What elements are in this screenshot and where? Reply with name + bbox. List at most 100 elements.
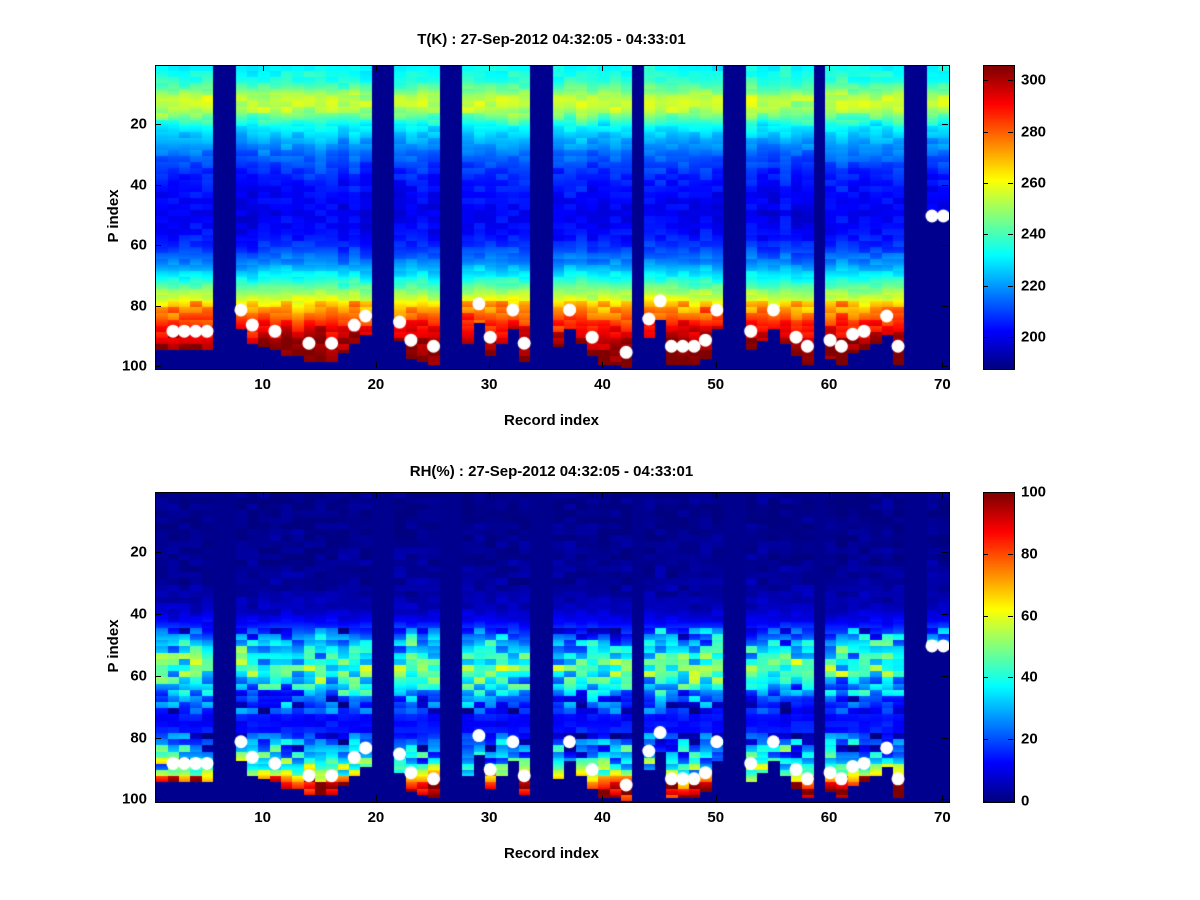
colorbar-tick-mark xyxy=(983,492,988,493)
xtick-mark xyxy=(375,492,377,498)
colorbar-tick-mark xyxy=(1008,183,1013,185)
ytick-mark xyxy=(155,799,161,801)
ytick-mark xyxy=(942,124,948,126)
xtick-mark xyxy=(942,65,944,71)
xtick-mark xyxy=(262,492,264,498)
ytick-mark xyxy=(155,245,161,247)
xtick-mark xyxy=(942,362,944,368)
xtick-label: 60 xyxy=(820,809,838,826)
xtick-label: 40 xyxy=(594,376,611,393)
xtick-mark xyxy=(602,362,604,368)
colorbar-tick-label: 20 xyxy=(1021,730,1038,748)
xtick-label: 70 xyxy=(933,809,951,826)
colorbar-tick-label: 40 xyxy=(1021,668,1038,686)
ytick-label: 80 xyxy=(130,297,147,315)
colorbar-tick-mark xyxy=(1008,285,1013,287)
ytick-mark xyxy=(155,737,161,739)
ytick-mark xyxy=(942,366,948,368)
colorbar-tick-label: 100 xyxy=(1021,483,1047,501)
xtick-mark xyxy=(489,65,491,71)
xtick-mark xyxy=(602,795,604,801)
ytick-label: 20 xyxy=(130,543,147,561)
ytick-label: 40 xyxy=(130,176,147,194)
ytick-mark xyxy=(942,184,948,186)
colorbar-tick-label: 200 xyxy=(1021,328,1047,346)
xtick-label: 10 xyxy=(254,809,271,826)
ytick-label: 60 xyxy=(130,236,147,254)
colorbar-tick-mark xyxy=(1008,234,1013,236)
colorbar-tick-label: 80 xyxy=(1021,545,1038,563)
xtick-mark xyxy=(829,65,831,71)
ytick-mark xyxy=(155,366,161,368)
xtick-mark xyxy=(262,362,264,368)
xtick-mark xyxy=(715,65,717,71)
xtick-mark xyxy=(829,795,831,801)
colorbar-tick-mark xyxy=(1008,615,1013,617)
xtick-mark xyxy=(715,795,717,801)
colorbar-tick-label: 280 xyxy=(1021,123,1047,141)
panel-temperature: T(K) : 27-Sep-2012 04:32:05 - 04:33:01 1… xyxy=(105,31,1047,429)
xtick-mark xyxy=(375,362,377,368)
ytick-label: 100 xyxy=(121,357,147,375)
colorbar-tick-label: 60 xyxy=(1021,607,1038,625)
xtick-label: 50 xyxy=(707,809,725,826)
ytick-mark xyxy=(942,675,948,677)
colorbar-relative-humidity xyxy=(983,492,1015,803)
colorbar-tick-mark xyxy=(1008,80,1013,82)
xtick-label: 10 xyxy=(254,376,271,393)
heatmap-axes-temperature xyxy=(155,65,950,370)
colorbar-tick-label: 220 xyxy=(1021,277,1047,295)
ytick-mark xyxy=(155,184,161,186)
colorbar-tick-mark xyxy=(1008,739,1013,741)
ytick-mark xyxy=(942,614,948,616)
xtick-label: 20 xyxy=(367,376,385,393)
ytick-mark xyxy=(155,614,161,616)
colorbar-tick-mark xyxy=(983,183,988,185)
xtick-label: 40 xyxy=(594,809,611,826)
ytick-mark xyxy=(942,305,948,307)
colorbar-tick-mark xyxy=(1008,801,1013,802)
xtick-mark xyxy=(602,492,604,498)
colorbar-tick-mark xyxy=(983,285,988,287)
ytick-mark xyxy=(155,552,161,554)
ytick-mark xyxy=(942,245,948,247)
colorbar-tick-mark xyxy=(983,677,988,679)
colorbar-tick-label: 260 xyxy=(1021,174,1047,192)
heatmap-axes-relative-humidity xyxy=(155,492,950,803)
ytick-mark xyxy=(942,799,948,801)
ytick-label: 40 xyxy=(130,605,147,623)
colorbar-tick-mark xyxy=(1008,131,1013,133)
xtick-label: 30 xyxy=(480,809,498,826)
colorbar-tick-mark xyxy=(1008,492,1013,493)
xtick-mark xyxy=(375,65,377,71)
xtick-mark xyxy=(829,492,831,498)
xtick-mark xyxy=(262,65,264,71)
colorbar-tick-label: 0 xyxy=(1021,792,1030,810)
xtick-mark xyxy=(942,492,944,498)
ytick-label: 80 xyxy=(130,729,147,747)
xtick-mark xyxy=(602,65,604,71)
colorbar-tick-mark xyxy=(983,131,988,133)
colorbar-tick-mark xyxy=(1008,677,1013,679)
xtick-mark xyxy=(942,795,944,801)
xtick-mark xyxy=(829,362,831,368)
xtick-label: 60 xyxy=(820,376,838,393)
xaxis-label-temperature: Record index xyxy=(503,412,600,429)
colorbar-tick-label: 240 xyxy=(1021,225,1047,243)
ytick-label: 60 xyxy=(130,667,147,685)
colorbar-tick-mark xyxy=(983,801,988,802)
xtick-mark xyxy=(262,795,264,801)
xtick-label: 50 xyxy=(707,376,725,393)
ytick-mark xyxy=(942,737,948,739)
xtick-label: 70 xyxy=(933,376,951,393)
colorbar-tick-label: 300 xyxy=(1021,71,1047,89)
ytick-mark xyxy=(155,124,161,126)
xtick-mark xyxy=(715,492,717,498)
plot-title-relative-humidity: RH(%) : 27-Sep-2012 04:32:05 - 04:33:01 xyxy=(409,463,694,480)
yaxis-label-relative-humidity: P index xyxy=(105,619,122,673)
colorbar-tick-mark xyxy=(983,739,988,741)
xtick-mark xyxy=(489,362,491,368)
xtick-mark xyxy=(375,795,377,801)
xaxis-label-relative-humidity: Record index xyxy=(503,845,600,862)
